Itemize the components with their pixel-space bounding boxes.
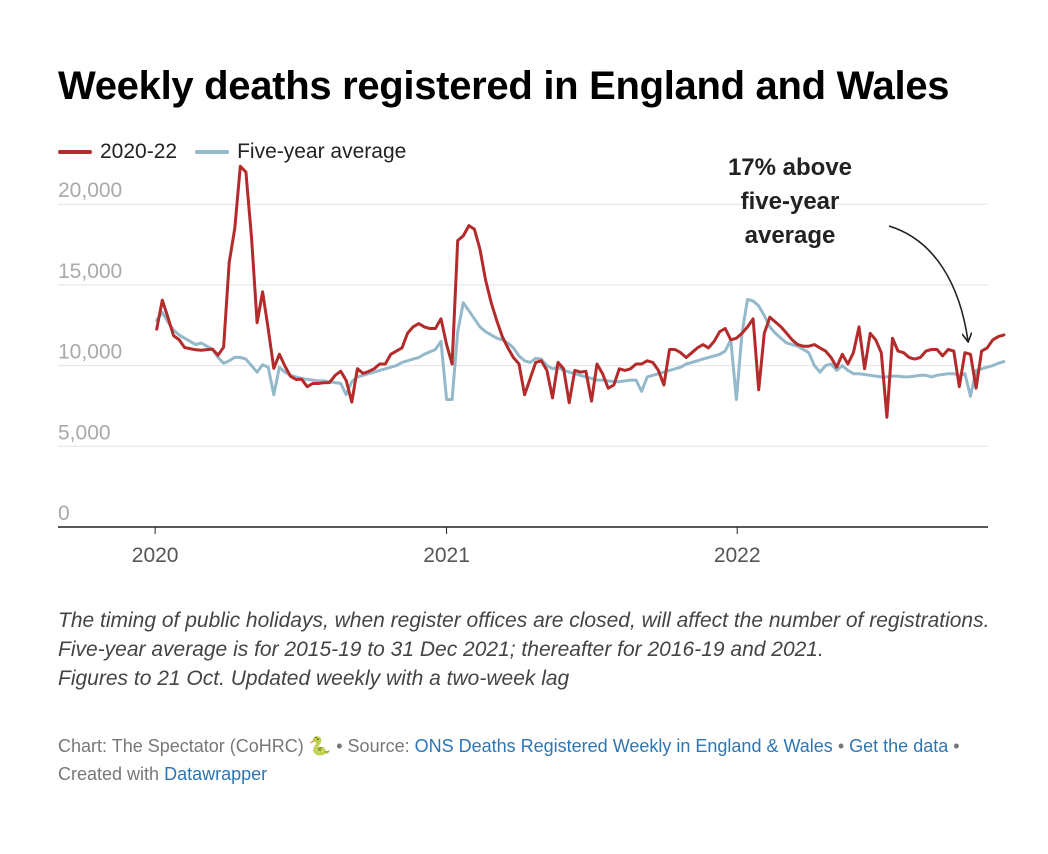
chart-title: Weekly deaths registered in England and … <box>58 64 950 108</box>
credit-separator: • <box>953 736 960 756</box>
chart-credits: Chart: The Spectator (CoHRC) 🐍 • Source:… <box>58 732 998 788</box>
annotation-arrow <box>888 225 968 341</box>
legend-item-2020-22: 2020-22 <box>58 140 177 164</box>
y-tick-label: 15,000 <box>58 260 122 283</box>
chart-notes: The timing of public holidays, when regi… <box>58 606 998 693</box>
credit-separator: • <box>336 736 343 756</box>
note-line-1: The timing of public holidays, when regi… <box>58 609 990 661</box>
source-link[interactable]: ONS Deaths Registered Weekly in England … <box>414 736 833 756</box>
series-line-2020-22 <box>155 164 1006 419</box>
snake-icon: 🐍 <box>308 736 332 756</box>
y-tick-label: 10,000 <box>58 341 122 364</box>
gridlines <box>58 203 988 447</box>
legend-label-2020-22: 2020-22 <box>100 140 178 163</box>
series-lines <box>155 164 1006 419</box>
x-tick-label: 2021 <box>423 544 470 567</box>
annotation: 17% above five-year average <box>728 154 968 341</box>
chart-credit: Chart: The Spectator (CoHRC) <box>58 736 304 756</box>
x-axis-ticks: 2020 2021 2022 <box>132 527 761 567</box>
y-axis-ticks: 0 5,000 10,000 15,000 20,000 <box>58 179 122 525</box>
x-tick-label: 2022 <box>714 544 761 567</box>
credit-separator: • <box>837 736 845 756</box>
get-the-data-link[interactable]: Get the data <box>849 736 949 756</box>
x-tick-label: 2020 <box>132 544 179 567</box>
legend: 2020-22 Five-year average <box>58 140 424 164</box>
legend-swatch-five-year-average <box>195 150 230 154</box>
created-with-label: Created with <box>58 764 160 784</box>
datawrapper-link[interactable]: Datawrapper <box>164 764 268 784</box>
annotation-line-1: 17% above <box>728 154 852 181</box>
annotation-line-3: average <box>745 222 836 249</box>
source-label: Source: <box>347 736 410 756</box>
y-tick-label: 5,000 <box>58 421 111 444</box>
annotation-line-2: five-year <box>741 188 840 215</box>
note-line-2: Figures to 21 Oct. Updated weekly with a… <box>58 667 570 690</box>
y-tick-label: 20,000 <box>58 179 122 202</box>
y-tick-label: 0 <box>58 502 70 525</box>
legend-swatch-2020-22 <box>58 150 92 154</box>
chart-plot: 0 5,000 10,000 15,000 20,000 2020 2021 2022 17… <box>58 154 1006 567</box>
series-line-five-year-average <box>155 297 1006 401</box>
legend-label-five-year-average: Five-year average <box>237 140 407 163</box>
legend-item-five-year-average: Five-year average <box>195 140 406 164</box>
